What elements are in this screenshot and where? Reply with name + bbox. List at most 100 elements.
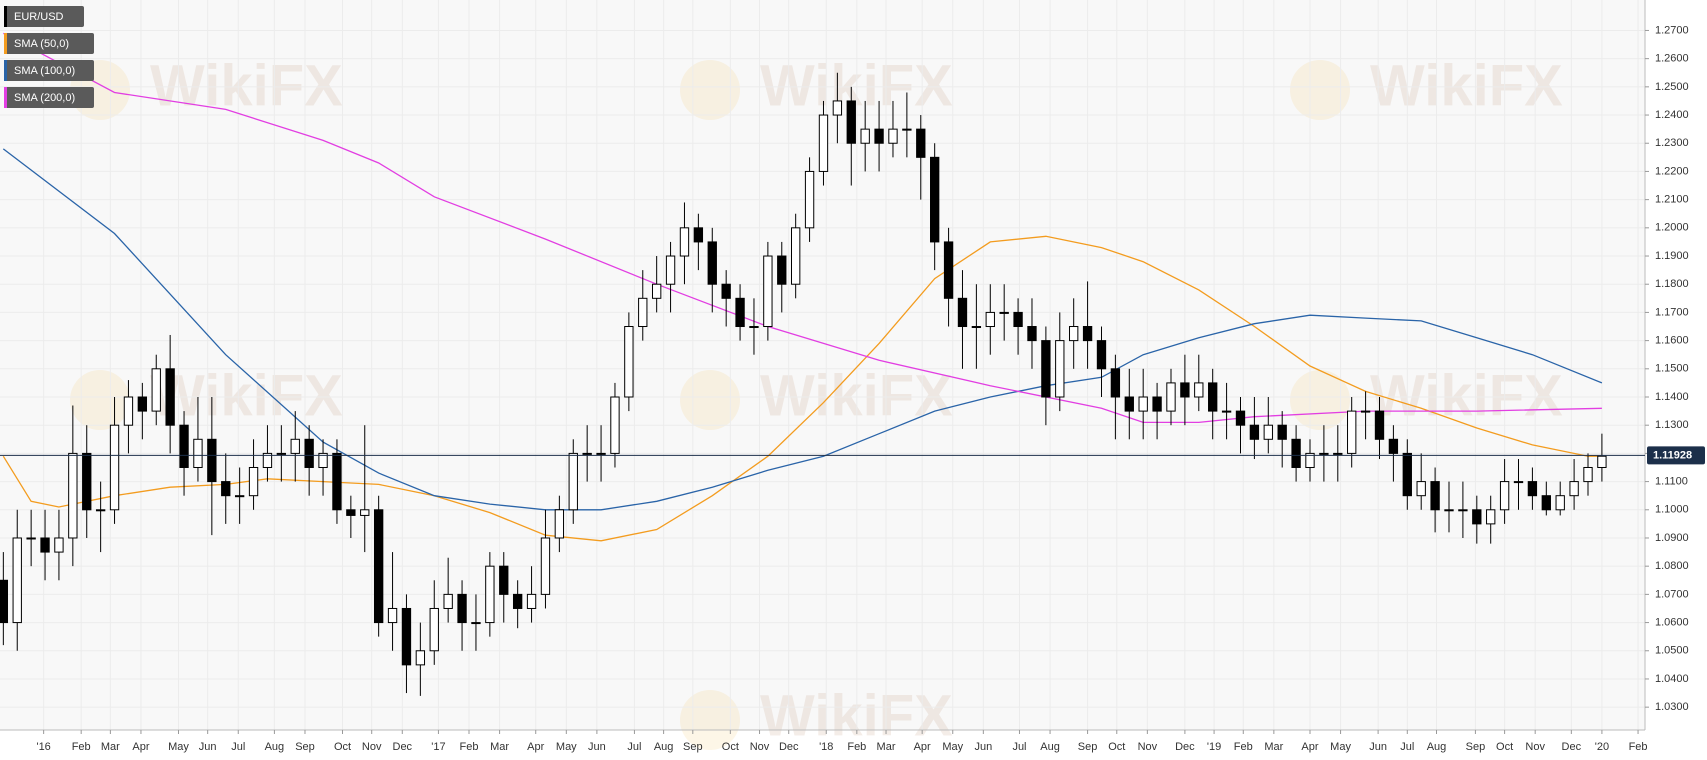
y-tick-label: 1.2000 [1655, 222, 1689, 234]
candle-body [763, 255, 773, 328]
x-tick-label: Apr [1301, 741, 1318, 753]
candle-body [832, 100, 843, 116]
x-tick-label: '19 [1207, 741, 1221, 753]
candle-body [1221, 410, 1232, 413]
y-tick-label: 1.2400 [1655, 109, 1689, 121]
watermark-logo [680, 690, 740, 750]
legend-box [4, 33, 94, 54]
y-tick-label: 1.1000 [1655, 504, 1689, 516]
candle-body [1124, 396, 1134, 412]
candle-body [26, 537, 36, 540]
candle-body [373, 509, 384, 624]
candle-body [151, 368, 161, 412]
candle-body [1305, 452, 1315, 468]
x-tick-label: Feb [847, 741, 866, 753]
candle-body [791, 227, 801, 285]
candle-body [540, 537, 551, 595]
candle-body [234, 495, 245, 498]
x-tick-label: Nov [1525, 741, 1545, 753]
y-tick-label: 1.0400 [1655, 673, 1689, 685]
x-tick-label: Nov [1138, 741, 1158, 753]
candle-body [1013, 311, 1023, 328]
last-price-label: 1.11928 [1653, 449, 1692, 461]
candle-body [1208, 382, 1218, 412]
candle-body [651, 283, 662, 299]
y-tick-label: 1.2100 [1655, 194, 1689, 206]
candle-body [777, 255, 787, 285]
candle-body [1069, 326, 1079, 342]
x-tick-label: Dec [1175, 741, 1195, 753]
watermark: WikiFX [1370, 53, 1563, 118]
x-tick-label: Jun [1369, 741, 1387, 753]
x-tick-label: '18 [819, 741, 833, 753]
x-tick-label: Oct [1108, 741, 1125, 753]
y-tick-label: 1.2700 [1655, 24, 1689, 36]
x-tick-label: Sep [683, 741, 703, 753]
sma-lines [2, 32, 1603, 542]
candle-body [221, 481, 231, 497]
candle-body [1110, 368, 1121, 398]
candle-body [610, 396, 620, 454]
x-tick-label: Jun [199, 741, 217, 753]
candle-body [1444, 509, 1454, 512]
candle-body [346, 509, 356, 516]
candle-body [1527, 481, 1538, 497]
candle-body [1235, 410, 1246, 426]
candle-body [1055, 340, 1065, 398]
legend-label: SMA (200,0) [14, 92, 75, 104]
candle-body [499, 565, 509, 595]
candle-body [971, 326, 982, 329]
candle-body [624, 326, 634, 398]
candle-body [693, 227, 704, 243]
candle-body [179, 424, 189, 468]
x-tick-label: Sep [1466, 741, 1486, 753]
candle-body [1180, 382, 1190, 398]
candle-body [1347, 410, 1357, 454]
candle-body [1416, 481, 1426, 497]
candle-body [248, 466, 259, 497]
legend-swatch [4, 33, 7, 54]
legend-box [4, 60, 94, 81]
y-tick-label: 1.0500 [1655, 645, 1689, 657]
candle-body [82, 452, 92, 511]
y-tick-label: 1.1500 [1655, 363, 1689, 375]
watermark: WikiFX [150, 53, 343, 118]
candle-body [1138, 396, 1148, 412]
candle-body [721, 283, 731, 299]
x-tick-label: Apr [527, 741, 544, 753]
candle-body [429, 607, 439, 652]
candle-body [749, 326, 759, 329]
legend-box [4, 87, 94, 108]
y-tick-label: 1.1800 [1655, 278, 1689, 290]
x-tick-label: Dec [393, 741, 413, 753]
y-tick-label: 1.0900 [1655, 532, 1689, 544]
watermark-logo [70, 370, 130, 430]
x-tick-label: May [942, 741, 963, 753]
candle-body [860, 128, 870, 144]
y-tick-label: 1.2500 [1655, 81, 1689, 93]
candles [0, 72, 1607, 696]
candle-body [930, 156, 940, 243]
candle-body [1166, 382, 1176, 412]
candle-body [804, 170, 815, 229]
candle-body [916, 128, 926, 158]
candle-body [846, 100, 856, 144]
sma-line [2, 148, 1603, 511]
candle-body [1249, 424, 1260, 440]
grid [0, 0, 1645, 730]
legend-swatch [4, 87, 7, 108]
candle-body [818, 114, 829, 172]
candle-body [1333, 452, 1343, 455]
candle-body [1583, 466, 1593, 483]
y-tick-label: 1.1100 [1655, 475, 1688, 487]
x-tick-label: '16 [36, 741, 50, 753]
x-tick-label: Mar [1264, 741, 1283, 753]
candle-body [1194, 382, 1204, 398]
candle-body [165, 368, 175, 426]
x-tick-label: Feb [1629, 741, 1648, 753]
candle-body [401, 607, 412, 666]
candle-body [262, 452, 273, 468]
y-tick-label: 1.0800 [1655, 560, 1689, 572]
candle-body [707, 241, 717, 285]
x-tick-label: Aug [1040, 741, 1060, 753]
